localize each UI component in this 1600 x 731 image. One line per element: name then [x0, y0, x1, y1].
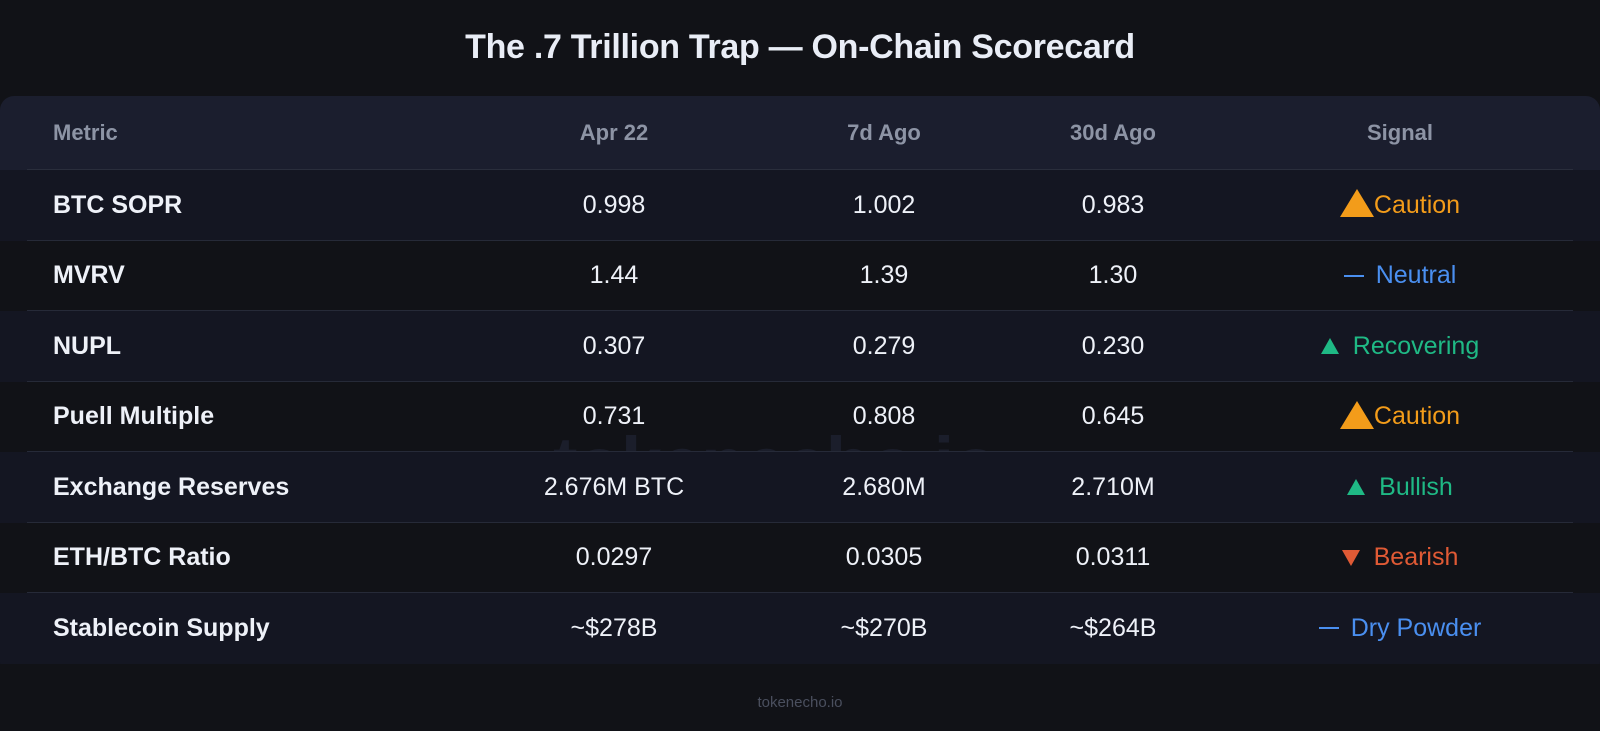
signal-badge: Dry Powder — [1318, 613, 1482, 643]
triangle-up-icon — [1320, 338, 1339, 355]
value-7d-ago: 2.680M — [842, 472, 926, 501]
value-30d-ago: 0.645 — [1081, 402, 1145, 431]
warning-triangle-icon — [1339, 189, 1374, 218]
value-30d-ago: ~$264B — [1069, 613, 1157, 642]
table-header-row: Metric Apr 22 7d Ago 30d Ago Signal — [0, 96, 1600, 170]
page-title: The .7 Trillion Trap — On-Chain Scorecar… — [465, 28, 1135, 66]
column-header-signal: Signal — [1366, 120, 1433, 145]
signal-label: Dry Powder — [1350, 613, 1482, 642]
signal-badge: Caution — [1339, 400, 1461, 431]
row-divider — [27, 521, 1573, 523]
value-7d-ago: 0.0305 — [845, 543, 923, 572]
metric-name: Puell Multiple — [53, 402, 215, 431]
table-row: Puell Multiple 0.731 0.808 0.645 Caution — [0, 382, 1600, 452]
signal-badge: Bullish — [1347, 473, 1453, 502]
signal-label: Neutral — [1375, 261, 1457, 290]
signal-label: Caution — [1373, 190, 1461, 219]
row-divider — [27, 169, 1573, 170]
value-apr22: ~$278B — [570, 613, 658, 642]
value-30d-ago: 1.30 — [1088, 261, 1138, 290]
value-30d-ago: 0.983 — [1081, 190, 1145, 219]
signal-label: Bullish — [1379, 472, 1453, 501]
row-divider — [27, 310, 1573, 311]
value-apr22: 0.998 — [582, 190, 646, 219]
metric-name: BTC SOPR — [53, 190, 183, 219]
row-divider — [27, 380, 1573, 382]
table-row: Exchange Reserves 2.676M BTC 2.680M 2.71… — [0, 452, 1600, 523]
dash-icon — [1318, 627, 1339, 630]
value-apr22: 0.0297 — [575, 543, 653, 572]
signal-badge: Recovering — [1320, 331, 1480, 361]
column-header-7d-ago: 7d Ago — [847, 120, 921, 145]
signal-label: Caution — [1373, 402, 1461, 431]
column-header-30d-ago: 30d Ago — [1070, 120, 1156, 145]
value-apr22: 2.676M BTC — [543, 472, 685, 501]
metric-name: Stablecoin Supply — [53, 613, 270, 642]
footer-credit: tokenecho.io — [757, 694, 843, 711]
value-apr22: 1.44 — [589, 261, 639, 290]
value-7d-ago: 0.808 — [852, 402, 916, 431]
value-7d-ago: 0.279 — [852, 331, 916, 360]
value-30d-ago: 2.710M — [1071, 472, 1155, 501]
signal-label: Recovering — [1352, 331, 1480, 360]
signal-badge: Caution — [1339, 189, 1461, 220]
table-row: MVRV 1.44 1.39 1.30 Neutral — [0, 241, 1600, 311]
value-30d-ago: 0.230 — [1081, 331, 1145, 360]
row-divider — [27, 592, 1573, 593]
metric-name: MVRV — [53, 261, 125, 290]
column-header-metric: Metric — [53, 120, 118, 145]
value-apr22: 0.307 — [582, 331, 646, 360]
metric-name: NUPL — [53, 331, 122, 360]
signal-label: Bearish — [1373, 543, 1459, 572]
row-divider — [27, 239, 1573, 241]
dash-icon — [1343, 274, 1364, 277]
value-7d-ago: 1.39 — [859, 261, 909, 290]
signal-badge: Bearish — [1341, 543, 1459, 572]
value-7d-ago: ~$270B — [840, 613, 928, 642]
metric-name: ETH/BTC Ratio — [53, 543, 231, 572]
value-30d-ago: 0.0311 — [1075, 543, 1151, 572]
table-row: Stablecoin Supply ~$278B ~$270B ~$264B D… — [0, 593, 1600, 664]
table-row: ETH/BTC Ratio 0.0297 0.0305 0.0311 Beari… — [0, 523, 1600, 593]
table-row: NUPL 0.307 0.279 0.230 Recovering — [0, 311, 1600, 382]
signal-badge: Neutral — [1343, 261, 1457, 290]
metric-name: Exchange Reserves — [53, 472, 290, 501]
triangle-up-icon — [1347, 479, 1366, 496]
column-header-apr22: Apr 22 — [579, 120, 649, 145]
value-7d-ago: 1.002 — [852, 190, 916, 219]
warning-triangle-icon — [1339, 400, 1374, 429]
scorecard-table: tokenecho.io Metric Apr 22 7d Ago 30d Ag… — [0, 96, 1600, 676]
table-row: BTC SOPR 0.998 1.002 0.983 Caution — [0, 170, 1600, 241]
value-apr22: 0.731 — [582, 402, 646, 431]
row-divider — [27, 451, 1573, 452]
triangle-down-icon — [1341, 549, 1360, 566]
